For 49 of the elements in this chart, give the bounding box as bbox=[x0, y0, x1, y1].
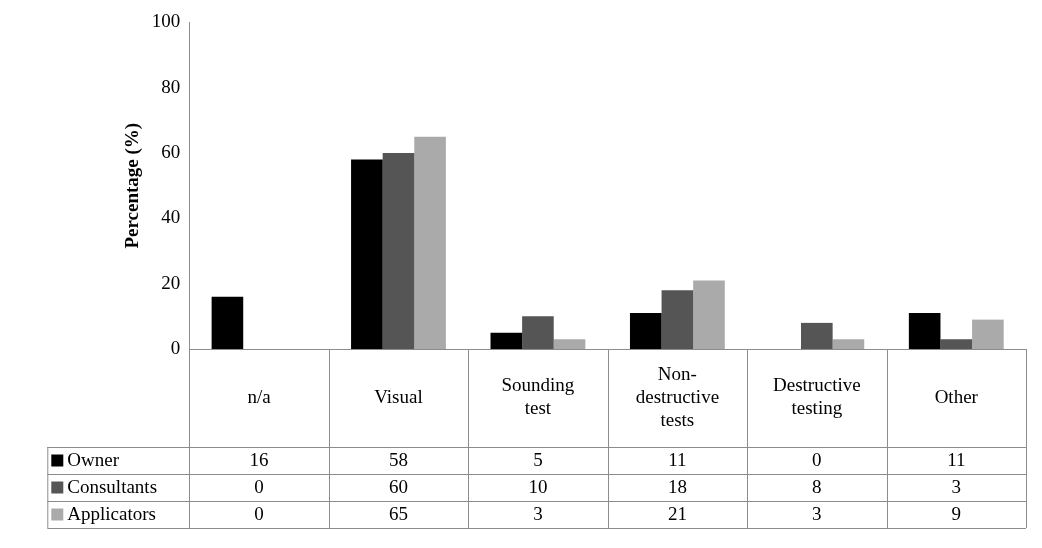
data-label: 0 bbox=[254, 476, 264, 498]
y-tick-label: 100 bbox=[151, 10, 181, 32]
x-tick-label: Destructive testing bbox=[773, 374, 861, 419]
data-label: 9 bbox=[951, 503, 962, 525]
data-label: 0 bbox=[812, 449, 822, 471]
bar bbox=[629, 313, 662, 349]
bar bbox=[382, 153, 415, 349]
data-label: 18 bbox=[667, 476, 687, 498]
data-label: 3 bbox=[951, 476, 962, 498]
bar bbox=[211, 296, 244, 349]
data-label: 10 bbox=[528, 476, 548, 498]
y-tick-label: 60 bbox=[161, 141, 181, 163]
data-label: 11 bbox=[947, 449, 966, 471]
y-tick-label: 40 bbox=[161, 206, 181, 228]
data-label: 58 bbox=[388, 449, 408, 471]
bar bbox=[553, 339, 586, 349]
bar bbox=[414, 136, 446, 349]
bar bbox=[693, 280, 725, 349]
data-label: 5 bbox=[533, 449, 543, 471]
legend-label: Applicators bbox=[67, 503, 156, 525]
data-label: 0 bbox=[254, 503, 264, 525]
data-label: 16 bbox=[249, 449, 269, 471]
data-label: 60 bbox=[388, 476, 408, 498]
data-label: 3 bbox=[812, 503, 822, 525]
bar bbox=[940, 339, 973, 349]
x-tick-label: Other bbox=[934, 385, 979, 407]
bar bbox=[490, 332, 523, 349]
bar bbox=[908, 313, 941, 349]
data-label: 21 bbox=[667, 503, 687, 525]
bar bbox=[832, 339, 865, 349]
data-label: 65 bbox=[388, 503, 408, 525]
bar bbox=[522, 316, 554, 349]
data-label: 8 bbox=[812, 476, 822, 498]
y-tick-label: 20 bbox=[161, 271, 181, 293]
x-tick-label: n/a bbox=[247, 385, 272, 407]
legend-label: Owner bbox=[67, 449, 120, 471]
y-tick-label: 80 bbox=[161, 75, 181, 97]
bar bbox=[661, 290, 694, 349]
x-tick-label: Non-destructive tests bbox=[635, 362, 720, 430]
y-tick-label: 0 bbox=[170, 336, 181, 358]
bar bbox=[972, 319, 1004, 349]
data-label: 11 bbox=[668, 449, 687, 471]
data-label: 3 bbox=[533, 503, 543, 525]
bar bbox=[351, 159, 383, 349]
y-axis-title: Percentage (%) bbox=[121, 122, 144, 249]
legend-label: Consultants bbox=[67, 476, 158, 498]
x-tick-label: Sounding test bbox=[501, 374, 575, 419]
x-tick-label: Visual bbox=[374, 385, 423, 407]
bar bbox=[801, 322, 833, 349]
